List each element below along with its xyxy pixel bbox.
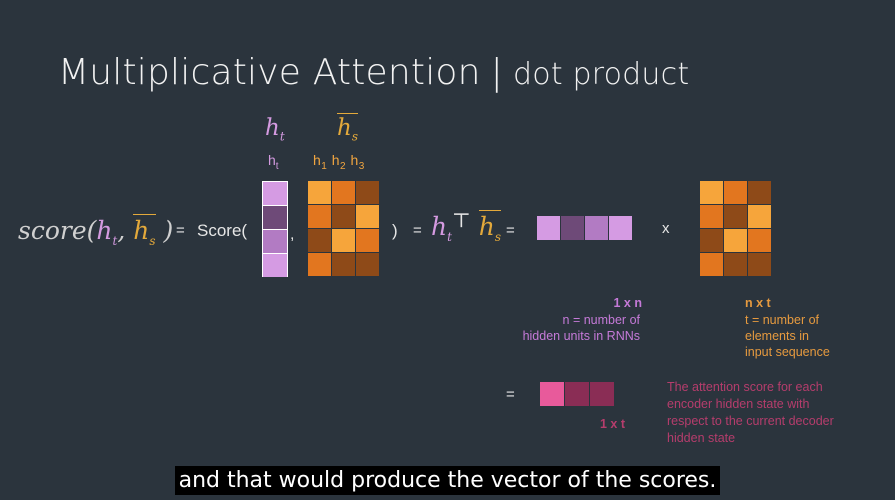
ht-vector-cell — [263, 254, 287, 277]
hs-matrix-cell — [332, 253, 355, 276]
encoder-matrix-cell — [748, 181, 771, 204]
n-description: n = number of hidden units in RNNs — [522, 313, 640, 343]
hs-matrix-cell — [356, 205, 379, 228]
hs-matrix-cell — [356, 229, 379, 252]
dim-1xn: 1 x n — [613, 296, 643, 310]
encoder-matrix-cell — [748, 253, 771, 276]
title-sub: dot product — [513, 57, 690, 92]
equals-sign: = — [176, 222, 185, 239]
encoder-matrix-cell — [724, 253, 747, 276]
hs-matrix-cell — [308, 181, 331, 204]
hs-matrix — [308, 181, 380, 276]
multiply-sign: x — [662, 220, 670, 237]
title-main: Multiplicative Attention — [58, 52, 481, 93]
score-function-call: Score( — [197, 221, 248, 240]
encoder-matrix-cell — [724, 181, 747, 204]
ht-row-cell — [609, 216, 632, 240]
score-description: The attention score for each encoder hid… — [667, 380, 834, 445]
encoder-matrix-cell — [700, 253, 723, 276]
ht-vector-cell — [263, 182, 287, 205]
hs-matrix-cell — [308, 205, 331, 228]
ht-row-cell — [537, 216, 560, 240]
equals-sign: = — [506, 222, 515, 239]
video-caption: and that would produce the vector of the… — [0, 466, 895, 495]
score-cell — [540, 382, 564, 406]
dim-nxt: n x t — [745, 296, 771, 310]
encoder-matrix-cell — [724, 205, 747, 228]
hs-matrix-cell — [356, 181, 379, 204]
hs-matrix-cell — [308, 229, 331, 252]
hs-matrix-cell — [332, 181, 355, 204]
score-expression: score(ht, hs ) — [18, 214, 174, 248]
ht-row-vector — [537, 216, 632, 240]
score-cell — [565, 382, 589, 406]
ht-label-small: ht — [268, 152, 279, 172]
encoder-matrix-cell — [724, 229, 747, 252]
score-cell — [590, 382, 614, 406]
ht-vector-cell — [263, 230, 287, 253]
t-description: t = number of elements in input sequence — [745, 313, 830, 359]
ht-row-cell — [561, 216, 584, 240]
encoder-matrix-cell — [700, 205, 723, 228]
hs-matrix-cell — [332, 229, 355, 252]
encoder-matrix-cell — [700, 229, 723, 252]
ht-vector-cell — [263, 206, 287, 229]
equals-sign: = — [506, 386, 515, 403]
hs-matrix-cell — [356, 253, 379, 276]
hs-label-large: hs — [337, 113, 358, 144]
ht-row-cell — [585, 216, 608, 240]
comma: , — [290, 226, 295, 243]
ht-label-large: ht — [265, 115, 285, 144]
dim-1xt: 1 x t — [600, 417, 626, 431]
title-separator: | — [490, 52, 504, 93]
ht-column-vector — [262, 181, 288, 277]
encoder-matrix-cell — [748, 229, 771, 252]
page-title: Multiplicative Attention | dot product — [58, 52, 689, 93]
equals-sign: = — [413, 222, 422, 239]
hs-matrix-cell — [308, 253, 331, 276]
hs-column-labels: h1 h2 h3 — [313, 152, 365, 172]
encoder-matrix-cell — [748, 205, 771, 228]
score-result-vector — [540, 382, 614, 406]
encoder-states-matrix — [700, 181, 772, 276]
close-paren: ) — [392, 221, 398, 240]
hs-matrix-cell — [332, 205, 355, 228]
encoder-matrix-cell — [700, 181, 723, 204]
ht-transpose-hs: ht⊤ hs — [431, 208, 501, 244]
